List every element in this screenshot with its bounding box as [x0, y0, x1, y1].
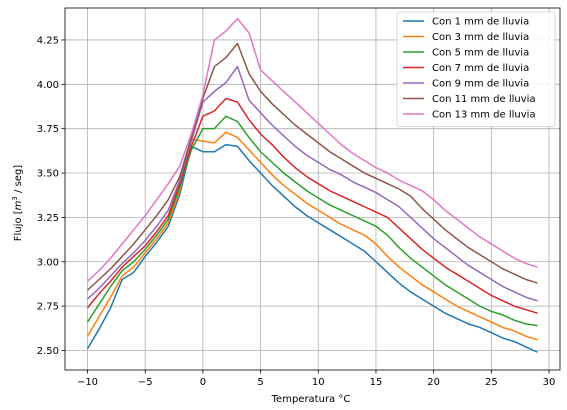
x-tick-label: 20 [427, 377, 440, 388]
series-line-4 [86, 97, 538, 314]
y-tick-label: 4.00 [37, 80, 59, 91]
legend-entry: Con 9 mm de lluvia [432, 79, 529, 90]
plot-frame [64, 7, 561, 371]
axis-ticks: −10 −5 0 5 10 15 20 25 30 2.50 2.75 3.00 3.25 3.50 3.7… [37, 35, 556, 388]
x-tick-label: −10 [77, 377, 98, 388]
y-tick-label: 3.75 [37, 124, 59, 135]
series-line-3 [86, 115, 538, 327]
legend-box [396, 11, 556, 127]
x-tick-label: 0 [200, 377, 206, 388]
legend: Con 1 mm de lluvia Con 3 mm de lluvia Con … [396, 11, 556, 127]
series-layer [86, 17, 538, 353]
x-tick-label: 25 [485, 377, 498, 388]
x-tick-label: 5 [257, 377, 263, 388]
legend-entry: Con 13 mm de lluvia [432, 110, 536, 121]
series-line-1 [86, 143, 538, 353]
series-line-5 [86, 65, 538, 302]
legend-entry: Con 3 mm de lluvia [432, 32, 529, 43]
y-tick-label: 2.50 [37, 346, 59, 357]
legend-entry: Con 1 mm de lluvia [432, 17, 529, 28]
y-axis-label: Flujo [m3 / seg] [11, 165, 24, 242]
x-tick-label: 15 [370, 377, 383, 388]
x-tick-label: −5 [138, 377, 153, 388]
legend-entry: Con 5 mm de lluvia [432, 48, 529, 59]
y-tick-label: 3.50 [37, 169, 59, 180]
y-tick-label: 3.00 [37, 257, 59, 268]
y-tick-label: 4.25 [37, 35, 59, 46]
x-tick-label: 30 [543, 377, 556, 388]
y-label-suffix: / seg] [13, 165, 24, 196]
y-tick-label: 2.75 [37, 302, 59, 313]
y-label-unit: m [13, 200, 24, 210]
y-label-exponent: 3 [11, 196, 19, 200]
series-line-6 [86, 42, 538, 291]
legend-entry: Con 7 mm de lluvia [432, 63, 529, 74]
x-axis-label: Temperatura °C [271, 394, 351, 405]
series-line-2 [86, 131, 538, 341]
y-tick-label: 3.25 [37, 213, 59, 224]
y-label-prefix: Flujo [ [13, 210, 24, 241]
x-tick-label: 10 [312, 377, 325, 388]
legend-entry: Con 11 mm de lluvia [432, 94, 536, 105]
series-line-7 [86, 17, 538, 282]
